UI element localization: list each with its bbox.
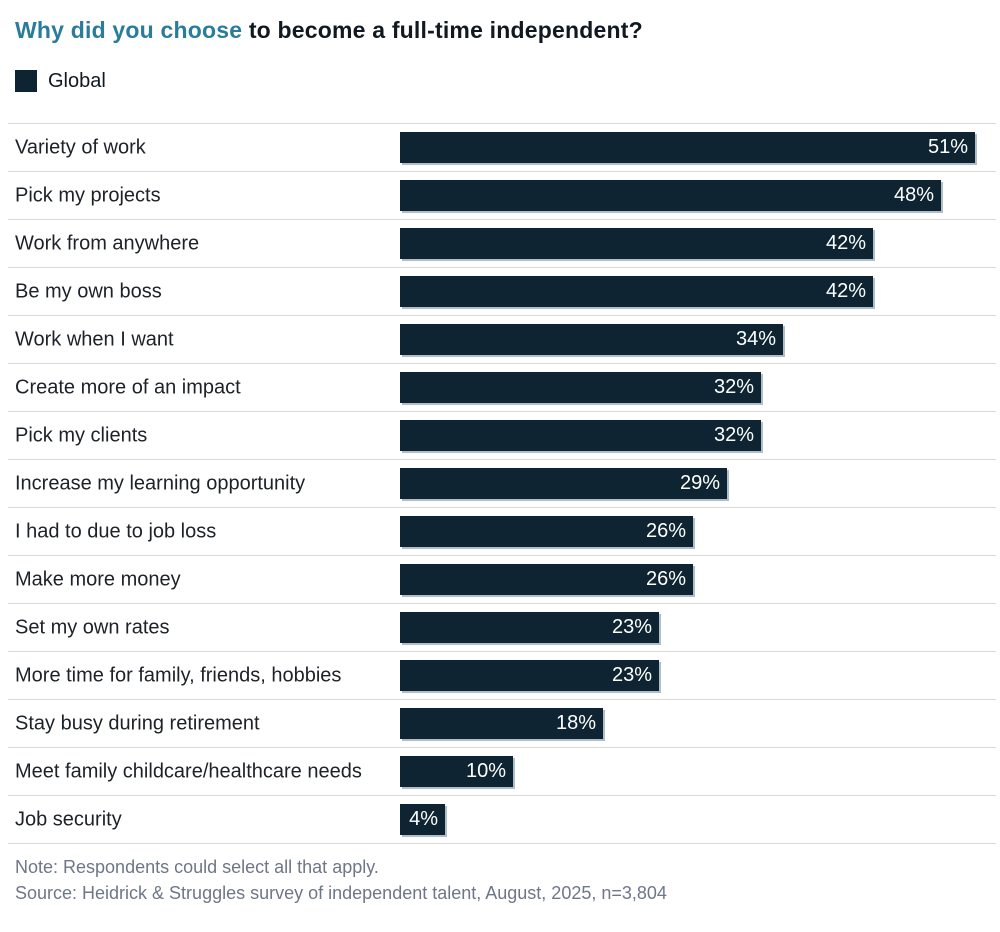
- bar-value-label: 26%: [645, 568, 686, 590]
- bar-row: Job security 4%: [8, 795, 996, 843]
- bar-label: Variety of work: [15, 136, 146, 158]
- bar: 26%: [400, 516, 693, 547]
- page-title: Why did you choose to become a full-time…: [15, 16, 985, 44]
- bar-value-label: 32%: [713, 376, 754, 398]
- bar-value-label: 48%: [893, 184, 934, 206]
- legend: Global: [15, 69, 985, 93]
- bar-row: Pick my clients 32%: [8, 411, 996, 459]
- bar-row: Make more money 26%: [8, 555, 996, 603]
- legend-label-global: Global: [48, 69, 106, 92]
- bar: 48%: [400, 180, 941, 211]
- bar-label: Work when I want: [15, 328, 174, 350]
- bar-row: Pick my projects 48%: [8, 171, 996, 219]
- bar-value-label: 10%: [465, 760, 506, 782]
- bar: 26%: [400, 564, 693, 595]
- bar-row: Set my own rates 23%: [8, 603, 996, 651]
- bar-label: Be my own boss: [15, 280, 162, 302]
- bar-value-label: 18%: [555, 712, 596, 734]
- bar-row: I had to due to job loss 26%: [8, 507, 996, 555]
- page-title-highlight: Why did you choose: [15, 17, 243, 43]
- bar-row: Stay busy during retirement 18%: [8, 699, 996, 747]
- bar-label: Set my own rates: [15, 616, 170, 638]
- bar-value-label: 32%: [713, 424, 754, 446]
- bar-value-label: 23%: [611, 664, 652, 686]
- bar: 42%: [400, 228, 873, 259]
- bar-row: Meet family childcare/healthcare needs 1…: [8, 747, 996, 795]
- bar-value-label: 34%: [735, 328, 776, 350]
- bar: 32%: [400, 372, 761, 403]
- chart-footnotes: Note: Respondents could select all that …: [15, 854, 985, 906]
- bar-label: Work from anywhere: [15, 232, 200, 254]
- bar-label: Pick my projects: [15, 184, 161, 206]
- bar-value-label: 29%: [679, 472, 720, 494]
- bar-label: Meet family childcare/healthcare needs: [15, 760, 362, 782]
- chart-page: Why did you choose to become a full-time…: [0, 16, 1000, 932]
- bar-value-label: 42%: [825, 232, 866, 254]
- bar-label: Make more money: [15, 568, 181, 590]
- bar: 32%: [400, 420, 761, 451]
- bar-row: Work when I want 34%: [8, 315, 996, 363]
- bar-value-label: 4%: [409, 808, 438, 830]
- note-text: Note: Respondents could select all that …: [15, 857, 379, 877]
- bar-label: I had to due to job loss: [15, 520, 217, 542]
- bar-row: More time for family, friends, hobbies 2…: [8, 651, 996, 699]
- legend-swatch-icon: [15, 70, 37, 92]
- page-title-rest: to become a full-time independent?: [248, 17, 643, 43]
- bar-label: Pick my clients: [15, 424, 148, 446]
- bar-label: Create more of an impact: [15, 376, 241, 398]
- bar: 42%: [400, 276, 873, 307]
- bar-row: Variety of work 51%: [8, 123, 996, 171]
- bar: 18%: [400, 708, 603, 739]
- bar-label: Stay busy during retirement: [15, 712, 260, 734]
- bar-row: Increase my learning opportunity 29%: [8, 459, 996, 507]
- bar: 23%: [400, 660, 659, 691]
- bar: 29%: [400, 468, 727, 499]
- bar-label: Job security: [15, 808, 122, 830]
- bar: 4%: [400, 804, 445, 835]
- bar: 23%: [400, 612, 659, 643]
- source-text: Source: Heidrick & Struggles survey of i…: [15, 883, 667, 903]
- bar-chart: Variety of work 51% Pick my projects 48%…: [8, 123, 996, 844]
- bar: 51%: [400, 132, 975, 163]
- bar-row: Work from anywhere 42%: [8, 219, 996, 267]
- bar-label: More time for family, friends, hobbies: [15, 664, 342, 686]
- bar-value-label: 51%: [927, 136, 968, 158]
- bar-value-label: 26%: [645, 520, 686, 542]
- bar-value-label: 42%: [825, 280, 866, 302]
- bar-label: Increase my learning opportunity: [15, 472, 306, 494]
- bar: 10%: [400, 756, 513, 787]
- bar: 34%: [400, 324, 783, 355]
- bar-value-label: 23%: [611, 616, 652, 638]
- bar-row: Be my own boss 42%: [8, 267, 996, 315]
- bar-row: Create more of an impact 32%: [8, 363, 996, 411]
